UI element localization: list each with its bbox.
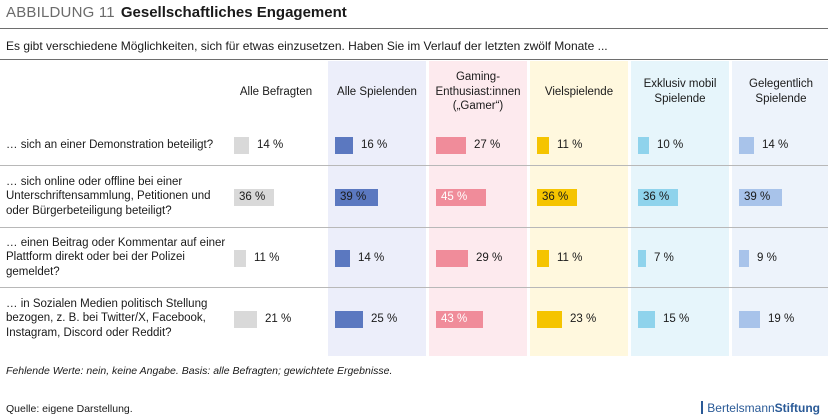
data-label: 25 %: [371, 312, 398, 325]
bar: [436, 310, 483, 328]
column-background: [631, 61, 729, 356]
row-label: … einen Beitrag oder Kommentar auf einer…: [6, 236, 226, 279]
data-label: 14 %: [762, 138, 789, 151]
data-label: 39 %: [744, 190, 771, 203]
bar: [436, 136, 466, 154]
data-label: 14 %: [257, 138, 284, 151]
column-background: [530, 61, 628, 356]
data-label: 43 %: [441, 312, 468, 325]
bar: [436, 188, 486, 206]
figure-label: ABBILDUNG 11: [6, 4, 115, 21]
data-label: 45 %: [441, 190, 468, 203]
logo-part2: Stiftung: [774, 401, 820, 415]
bar: [537, 310, 562, 328]
bar: [234, 188, 274, 206]
bar: [638, 136, 649, 154]
subtitle-rule: [0, 59, 828, 60]
data-label: 36 %: [643, 190, 670, 203]
column-header: Gaming-Enthusiast:innen („Gamer“): [435, 70, 521, 113]
bar: [537, 136, 549, 154]
source-note: Quelle: eigene Darstellung.: [6, 403, 133, 415]
bar: [234, 136, 249, 154]
bar: [335, 310, 363, 328]
data-label: 11 %: [254, 251, 280, 264]
bar: [234, 249, 246, 267]
data-label: 21 %: [265, 312, 292, 325]
bar: [638, 249, 646, 267]
data-label: 29 %: [476, 251, 503, 264]
bar: [436, 249, 468, 267]
bar: [537, 249, 549, 267]
column-header: Gelegentlich Spielende: [749, 78, 813, 105]
column-header: Alle Befragten: [239, 85, 313, 98]
data-label: 23 %: [570, 312, 597, 325]
bar: [537, 188, 577, 206]
column-header: Alle Spielenden: [337, 85, 417, 98]
footnote: Fehlende Werte: nein, keine Angabe. Basi…: [6, 365, 393, 377]
row-divider: [0, 165, 828, 166]
data-label: 15 %: [663, 312, 690, 325]
data-label: 39 %: [340, 190, 367, 203]
bertelsmann-logo: BertelsmannStiftung: [701, 401, 820, 415]
data-label: 10 %: [657, 138, 684, 151]
column-background: [429, 61, 527, 356]
data-label: 19 %: [768, 312, 795, 325]
data-label: 14 %: [358, 251, 385, 264]
title-rule: [0, 28, 828, 29]
data-label: 16 %: [361, 138, 388, 151]
bar: [739, 136, 754, 154]
bar: [739, 188, 782, 206]
figure-title: ABBILDUNG 11 Gesellschaftliches Engagemen…: [6, 4, 347, 21]
data-label: 36 %: [542, 190, 569, 203]
bar: [739, 249, 749, 267]
row-label: … sich an einer Demonstration beteiligt?: [6, 138, 214, 151]
bar: [234, 310, 257, 328]
bar: [638, 310, 655, 328]
row-label: … in Sozialen Medien politisch Stellung …: [6, 297, 208, 340]
column-background: [732, 61, 828, 356]
row-divider: [0, 227, 828, 228]
column-header: Exklusiv mobil Spielende: [643, 78, 717, 105]
data-label: 11 %: [557, 251, 583, 264]
row-label: … sich online oder offline bei einer Unt…: [6, 175, 211, 218]
row-divider: [0, 287, 828, 288]
column-header: Vielspielende: [544, 85, 614, 98]
bar: [638, 188, 678, 206]
column-background: [328, 61, 426, 356]
data-label: 11 %: [557, 138, 583, 151]
bar: [335, 136, 353, 154]
column-background: [227, 61, 325, 356]
logo-part1: Bertelsmann: [707, 401, 775, 415]
data-label: 7 %: [654, 251, 674, 264]
chart-title: Gesellschaftliches Engagement: [120, 4, 347, 21]
data-label: 36 %: [239, 190, 266, 203]
data-label: 27 %: [474, 138, 501, 151]
logo-bar-icon: [701, 401, 704, 414]
bar: [739, 310, 760, 328]
bar: [335, 188, 378, 206]
data-label: 9 %: [757, 251, 777, 264]
bar: [335, 249, 350, 267]
chart-subtitle: Es gibt verschiedene Möglichkeiten, sich…: [6, 39, 608, 53]
